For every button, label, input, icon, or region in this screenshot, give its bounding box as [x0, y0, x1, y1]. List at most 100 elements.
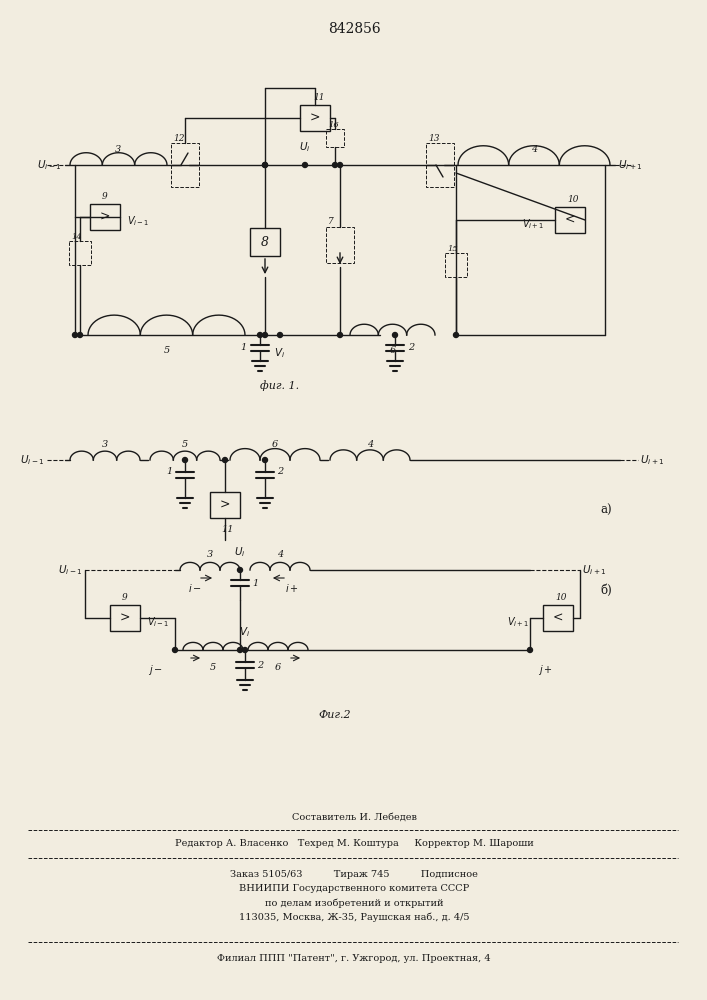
Text: Редактор А. Власенко   Техред М. Коштура     Корректор М. Шароши: Редактор А. Власенко Техред М. Коштура К… — [175, 840, 533, 848]
Bar — [300, 105, 330, 131]
Text: 11: 11 — [313, 93, 325, 102]
Text: ВНИИПИ Государственного комитета СССР: ВНИИПИ Государственного комитета СССР — [239, 884, 469, 893]
Circle shape — [337, 332, 342, 338]
Text: $i+$: $i+$ — [285, 582, 299, 594]
Text: 1: 1 — [241, 344, 247, 353]
Circle shape — [257, 332, 262, 338]
Circle shape — [527, 648, 532, 652]
Text: $i-$: $i-$ — [188, 582, 202, 594]
Circle shape — [238, 568, 243, 572]
Bar — [543, 605, 573, 631]
Text: 1: 1 — [167, 468, 173, 477]
Circle shape — [223, 458, 228, 462]
Text: 3: 3 — [115, 145, 122, 154]
Text: 16: 16 — [328, 121, 339, 129]
Text: 9: 9 — [102, 192, 107, 201]
Text: 6: 6 — [272, 440, 278, 449]
Text: $V_{i+1}$: $V_{i+1}$ — [522, 217, 545, 231]
Text: $V_{i-1}$: $V_{i-1}$ — [127, 214, 150, 228]
Text: фиг. 1.: фиг. 1. — [260, 380, 300, 391]
Circle shape — [337, 162, 342, 167]
Text: 13: 13 — [428, 134, 440, 143]
Text: $V_{i-1}$: $V_{i-1}$ — [147, 615, 170, 629]
Bar — [426, 143, 454, 187]
Circle shape — [392, 332, 397, 338]
Text: 12: 12 — [173, 134, 185, 143]
Text: а): а) — [600, 504, 612, 516]
Text: >: > — [220, 498, 230, 512]
Text: 4: 4 — [531, 145, 537, 154]
Text: 15: 15 — [447, 245, 457, 253]
Circle shape — [173, 648, 177, 652]
Text: $V_{i+1}$: $V_{i+1}$ — [508, 615, 530, 629]
Text: 14: 14 — [71, 233, 82, 241]
Text: $U_{i+1}$: $U_{i+1}$ — [618, 158, 643, 172]
Text: $U_{i-1}$: $U_{i-1}$ — [21, 453, 45, 467]
Text: 3: 3 — [207, 550, 213, 559]
Text: 9: 9 — [122, 593, 128, 602]
Text: Составитель И. Лебедев: Составитель И. Лебедев — [291, 813, 416, 822]
Text: >: > — [119, 611, 130, 624]
Text: 5: 5 — [163, 346, 170, 355]
Circle shape — [278, 332, 283, 338]
Bar — [110, 605, 140, 631]
Text: 113035, Москва, Ж-35, Раушская наб., д. 4/5: 113035, Москва, Ж-35, Раушская наб., д. … — [239, 912, 469, 922]
Text: 1: 1 — [252, 578, 258, 587]
Text: $U_i$: $U_i$ — [234, 545, 246, 559]
Text: 11: 11 — [222, 525, 234, 534]
Text: 6: 6 — [390, 346, 396, 355]
Circle shape — [332, 162, 337, 167]
Circle shape — [243, 648, 247, 652]
Bar — [90, 204, 120, 230]
Bar — [445, 253, 467, 277]
Circle shape — [262, 162, 267, 167]
Text: 842856: 842856 — [327, 22, 380, 36]
Text: Фиг.2: Фиг.2 — [319, 710, 351, 720]
Bar — [171, 143, 199, 187]
Bar — [210, 492, 240, 518]
Text: Заказ 5105/63          Тираж 745          Подписное: Заказ 5105/63 Тираж 745 Подписное — [230, 870, 478, 879]
Circle shape — [78, 332, 83, 338]
Circle shape — [182, 458, 187, 462]
Bar — [250, 228, 280, 256]
Text: $U_i$: $U_i$ — [299, 140, 311, 154]
Text: 6: 6 — [275, 663, 281, 672]
Text: б): б) — [600, 584, 612, 596]
Bar — [326, 227, 354, 263]
Text: 2: 2 — [277, 468, 284, 477]
Text: 7: 7 — [328, 217, 334, 226]
Circle shape — [262, 162, 267, 167]
Circle shape — [453, 332, 459, 338]
Text: $U_{i+1}$: $U_{i+1}$ — [640, 453, 665, 467]
Circle shape — [73, 332, 78, 338]
Text: Филиал ППП "Патент", г. Ужгород, ул. Проектная, 4: Филиал ППП "Патент", г. Ужгород, ул. Про… — [217, 954, 491, 963]
Text: $U_{i+1}$: $U_{i+1}$ — [582, 563, 607, 577]
Text: 10: 10 — [567, 195, 578, 204]
Text: 3: 3 — [102, 440, 108, 449]
Text: 10: 10 — [555, 593, 566, 602]
Text: <: < — [553, 611, 563, 624]
Text: по делам изобретений и открытий: по делам изобретений и открытий — [264, 898, 443, 908]
Circle shape — [238, 648, 243, 652]
Circle shape — [262, 458, 267, 462]
Text: $U_{i-1}$: $U_{i-1}$ — [59, 563, 83, 577]
Bar — [326, 129, 344, 147]
Text: 4: 4 — [367, 440, 373, 449]
Circle shape — [303, 162, 308, 167]
Text: $U_{i-1}$: $U_{i-1}$ — [37, 158, 62, 172]
Circle shape — [262, 332, 267, 338]
Text: 2: 2 — [408, 344, 414, 353]
Text: >: > — [310, 111, 320, 124]
Text: 5: 5 — [182, 440, 188, 449]
Text: $V_i$: $V_i$ — [274, 346, 286, 360]
Text: 2: 2 — [257, 660, 263, 670]
Bar — [555, 207, 585, 233]
Text: 5: 5 — [210, 663, 216, 672]
Text: $j+$: $j+$ — [538, 663, 553, 677]
Text: 4: 4 — [277, 550, 283, 559]
Bar — [69, 241, 91, 265]
Text: >: > — [100, 211, 110, 224]
Text: <: < — [565, 214, 575, 227]
Text: $V_i$: $V_i$ — [240, 625, 250, 639]
Text: 8: 8 — [261, 235, 269, 248]
